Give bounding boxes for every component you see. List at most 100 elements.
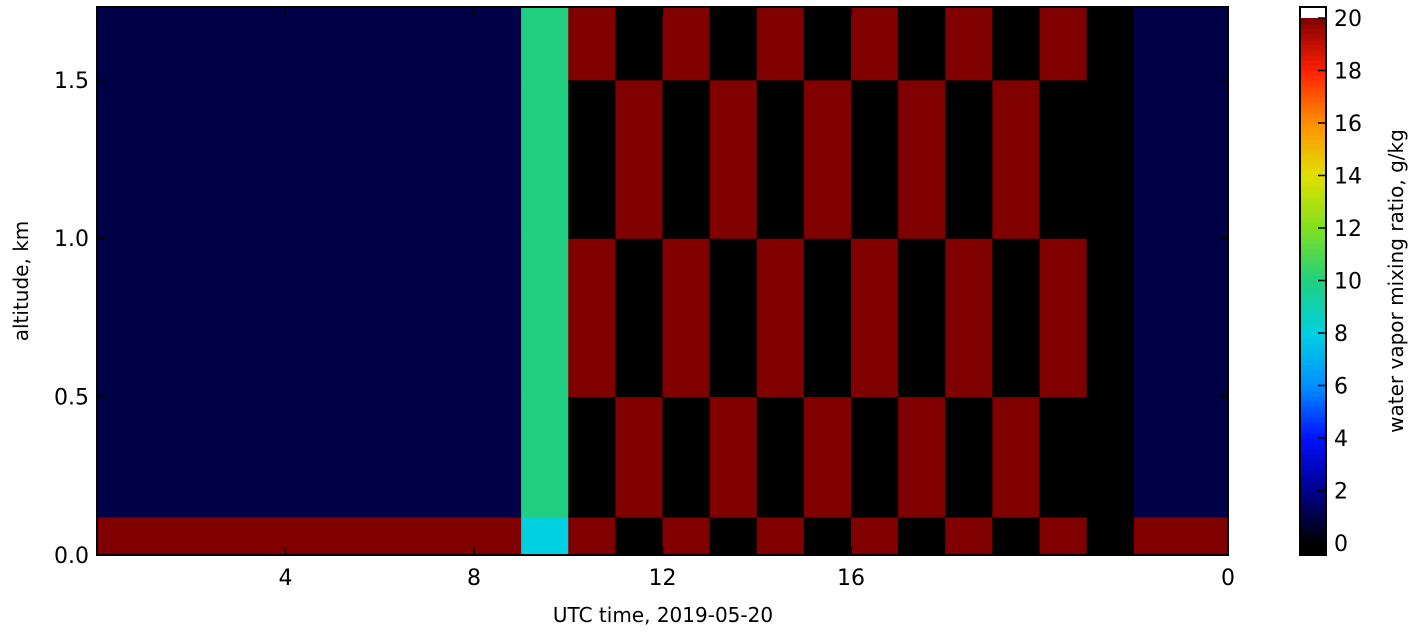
colorbar-swatch <box>1300 222 1326 229</box>
heatmap-cell <box>756 7 805 81</box>
colorbar-swatch <box>1300 275 1326 282</box>
x-tick-label: 8 <box>467 566 481 591</box>
colorbar-swatch <box>1300 249 1326 255</box>
colorbar-swatch <box>1300 385 1326 392</box>
heatmap-cell <box>945 396 993 518</box>
heatmap-cell <box>521 79 569 239</box>
colorbar-swatch <box>1300 501 1326 507</box>
colorbar-swatch <box>1300 128 1326 135</box>
heatmap-cell <box>1086 396 1135 518</box>
colorbar-swatch <box>1300 238 1326 245</box>
heatmap-cell <box>474 396 522 518</box>
heatmap-cell <box>191 79 239 239</box>
heatmap-cell <box>474 79 522 239</box>
heatmap-cell <box>709 396 758 518</box>
heatmap-cell <box>1180 516 1229 556</box>
heatmap-cell <box>851 7 899 81</box>
colorbar-swatch <box>1300 359 1326 366</box>
colorbar-swatch <box>1300 228 1326 234</box>
colorbar-swatch <box>1300 180 1326 187</box>
colorbar-swatch <box>1300 317 1326 324</box>
heatmap-cell <box>144 238 192 398</box>
y-axis-label: altitude, km <box>9 221 33 342</box>
colorbar-swatch <box>1300 81 1326 87</box>
heatmap-cell <box>426 516 475 556</box>
y-tick-label: 0.0 <box>54 544 89 569</box>
colorbar-tick-label: 10 <box>1334 270 1362 295</box>
heatmap-cell <box>615 7 663 81</box>
colorbar-swatch <box>1300 301 1326 308</box>
colorbar-swatch <box>1300 196 1326 203</box>
heatmap-cell <box>426 396 475 518</box>
heatmap-cell <box>332 7 381 81</box>
colorbar-swatch <box>1300 285 1326 292</box>
colorbar-swatch <box>1300 474 1326 481</box>
heatmap-cell <box>568 238 616 398</box>
heatmap-cell <box>191 238 239 398</box>
heatmap-cell <box>709 238 758 398</box>
heatmap-cell <box>238 396 286 518</box>
heatmap-cell <box>851 516 899 556</box>
colorbar-swatch <box>1300 396 1326 402</box>
heatmap-cell <box>898 516 946 556</box>
colorbar-swatch <box>1300 459 1326 465</box>
y-tick-label: 0.5 <box>54 386 89 411</box>
heatmap-cell <box>521 516 569 556</box>
heatmap-cell <box>97 79 145 239</box>
heatmap-cell <box>191 516 239 556</box>
colorbar-swatch <box>1300 422 1326 429</box>
colorbar-tick-label: 0 <box>1334 532 1348 557</box>
heatmap-cell <box>1039 396 1088 518</box>
heatmap-cell <box>1039 516 1088 556</box>
colorbar-swatch <box>1300 102 1326 108</box>
heatmap-cell <box>709 516 758 556</box>
heatmap-cell <box>1086 79 1135 239</box>
colorbar-swatch <box>1300 254 1326 261</box>
colorbar-swatch <box>1300 411 1326 418</box>
colorbar-tick-label: 16 <box>1334 112 1362 137</box>
colorbar-swatch <box>1300 207 1326 213</box>
heatmap-cell <box>285 516 334 556</box>
heatmap-cell <box>992 238 1040 398</box>
colorbar-swatch <box>1300 469 1326 476</box>
colorbar-swatch <box>1300 406 1326 413</box>
colorbar-swatch <box>1300 296 1326 303</box>
heatmap-cell <box>1133 238 1182 398</box>
colorbar-swatch <box>1300 327 1326 334</box>
heatmap-cell <box>521 7 569 81</box>
colorbar-swatch <box>1300 291 1326 297</box>
colorbar-swatch <box>1300 375 1326 381</box>
heatmap-cell <box>756 396 805 518</box>
heatmap-cell <box>379 7 428 81</box>
colorbar-swatch <box>1300 186 1326 192</box>
colorbar-swatch <box>1300 495 1326 502</box>
colorbar-swatch <box>1300 33 1326 40</box>
colorbar-swatch <box>1300 369 1326 376</box>
colorbar-swatch <box>1300 112 1326 119</box>
colorbar-tick-label: 6 <box>1334 375 1348 400</box>
colorbar-swatch <box>1300 522 1326 528</box>
colorbar-swatch <box>1300 348 1326 355</box>
colorbar-swatch <box>1300 333 1326 339</box>
colorbar-tick-label: 14 <box>1334 165 1362 190</box>
heatmap-cell <box>379 396 428 518</box>
colorbar-swatch <box>1300 91 1326 98</box>
colorbar-swatch <box>1300 259 1326 266</box>
colorbar-swatch <box>1300 144 1326 150</box>
heatmap-cell <box>1133 516 1182 556</box>
heatmap-cell <box>709 7 758 81</box>
heatmap-cell <box>97 516 145 556</box>
heatmap-cell <box>568 396 616 518</box>
heatmap-cell <box>474 516 522 556</box>
x-tick-label: 4 <box>279 566 293 591</box>
colorbar-swatch <box>1300 264 1326 271</box>
colorbar-swatch <box>1300 170 1326 177</box>
heatmap-cell <box>1180 79 1229 239</box>
colorbar-swatch <box>1300 338 1326 345</box>
colorbar-swatch <box>1300 96 1326 103</box>
heatmap-cell <box>379 238 428 398</box>
colorbar-swatch <box>1300 270 1326 276</box>
heatmap-cell <box>803 7 852 81</box>
heatmap-cell <box>851 79 899 239</box>
heatmap-cell <box>1133 79 1182 239</box>
